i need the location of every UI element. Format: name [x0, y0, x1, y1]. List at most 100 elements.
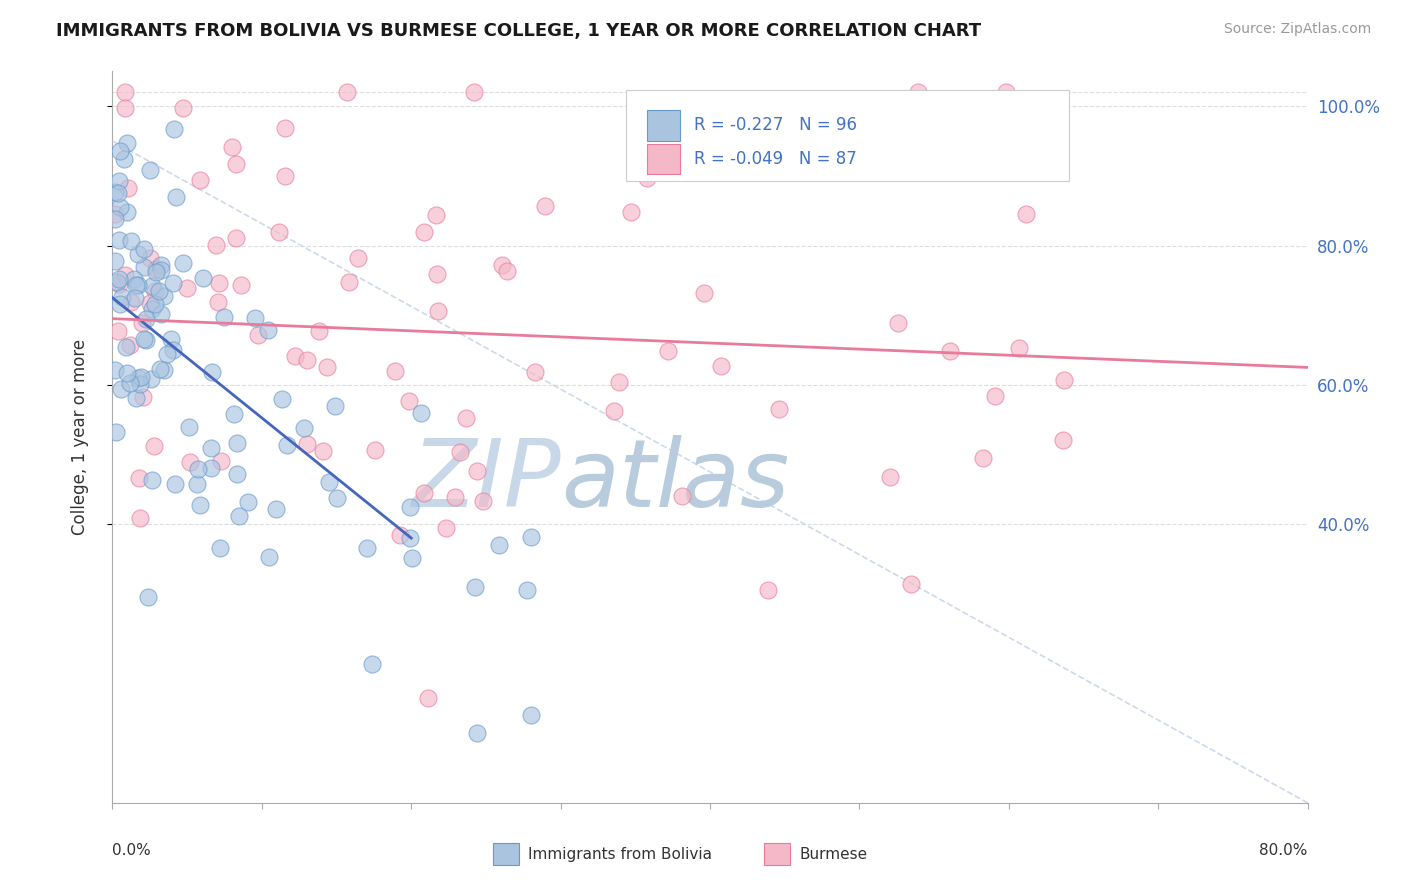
Point: [337, 275, 360, 289]
Point: [222, 408, 245, 422]
Y-axis label: College, 1 year or more: College, 1 year or more: [70, 339, 89, 535]
Point: [416, 690, 439, 705]
Point: [107, 174, 129, 188]
Point: [1015, 207, 1038, 221]
Point: [434, 521, 457, 535]
Point: [247, 328, 270, 343]
Point: [225, 157, 247, 171]
Point: [208, 541, 231, 555]
Point: [449, 445, 471, 459]
Point: [104, 207, 127, 221]
Point: [236, 495, 259, 509]
Point: [657, 343, 679, 358]
Point: [108, 272, 131, 286]
Point: [879, 470, 901, 484]
Point: [104, 254, 127, 268]
Point: [636, 170, 658, 185]
Point: [134, 332, 156, 346]
Point: [112, 153, 135, 167]
FancyBboxPatch shape: [647, 144, 681, 174]
Point: [620, 204, 643, 219]
Point: [274, 169, 297, 183]
Point: [1008, 342, 1031, 356]
Point: [145, 262, 167, 277]
Point: [120, 235, 142, 249]
Point: [149, 361, 172, 376]
Point: [107, 324, 129, 338]
Point: [907, 85, 929, 99]
Point: [401, 550, 423, 565]
Point: [607, 375, 630, 389]
Point: [139, 252, 162, 266]
Point: [200, 461, 222, 475]
Point: [398, 500, 420, 514]
FancyBboxPatch shape: [492, 843, 519, 865]
Point: [141, 279, 163, 293]
Point: [226, 436, 249, 450]
Point: [127, 247, 149, 261]
Text: 80.0%: 80.0%: [1260, 843, 1308, 858]
Text: R = -0.049   N = 87: R = -0.049 N = 87: [695, 150, 858, 168]
Point: [323, 399, 346, 413]
Point: [110, 382, 132, 396]
Point: [125, 277, 148, 292]
Point: [208, 276, 231, 290]
Point: [150, 263, 173, 277]
Point: [271, 392, 294, 406]
Point: [200, 441, 222, 455]
Point: [267, 225, 290, 239]
Point: [104, 185, 127, 199]
Point: [139, 162, 162, 177]
Point: [256, 323, 278, 337]
Point: [523, 365, 546, 379]
Point: [160, 332, 183, 346]
Point: [283, 350, 305, 364]
Point: [295, 437, 318, 451]
Point: [128, 471, 150, 485]
Point: [150, 258, 173, 272]
Point: [108, 233, 131, 247]
Point: [129, 369, 152, 384]
Point: [188, 498, 211, 512]
Point: [756, 582, 779, 597]
Point: [205, 238, 228, 252]
Point: [129, 376, 152, 391]
Point: [221, 140, 243, 154]
Text: atlas: atlas: [561, 435, 789, 526]
Point: [176, 280, 198, 294]
Point: [141, 473, 163, 487]
Point: [187, 461, 209, 475]
Point: [207, 295, 229, 310]
Point: [153, 363, 176, 377]
Point: [312, 443, 335, 458]
Point: [464, 580, 486, 594]
Point: [768, 402, 790, 417]
Point: [172, 101, 194, 115]
Point: [274, 121, 297, 136]
Point: [389, 527, 412, 541]
Point: [465, 464, 488, 478]
Point: [360, 657, 382, 672]
Point: [132, 260, 155, 274]
Point: [105, 425, 128, 439]
Point: [257, 550, 280, 565]
Point: [120, 376, 142, 390]
Point: [693, 286, 716, 301]
Point: [114, 340, 136, 354]
Text: ZIP: ZIP: [411, 435, 561, 526]
Point: [153, 289, 176, 303]
Point: [984, 389, 1007, 403]
Point: [229, 278, 252, 293]
Point: [411, 407, 433, 421]
Point: [114, 101, 136, 115]
Point: [463, 85, 485, 99]
Point: [135, 311, 157, 326]
Point: [163, 121, 186, 136]
Point: [384, 364, 406, 378]
Point: [165, 190, 187, 204]
Point: [132, 390, 155, 404]
Point: [141, 302, 163, 317]
Point: [139, 296, 162, 310]
Point: [488, 538, 510, 552]
Point: [491, 258, 513, 272]
